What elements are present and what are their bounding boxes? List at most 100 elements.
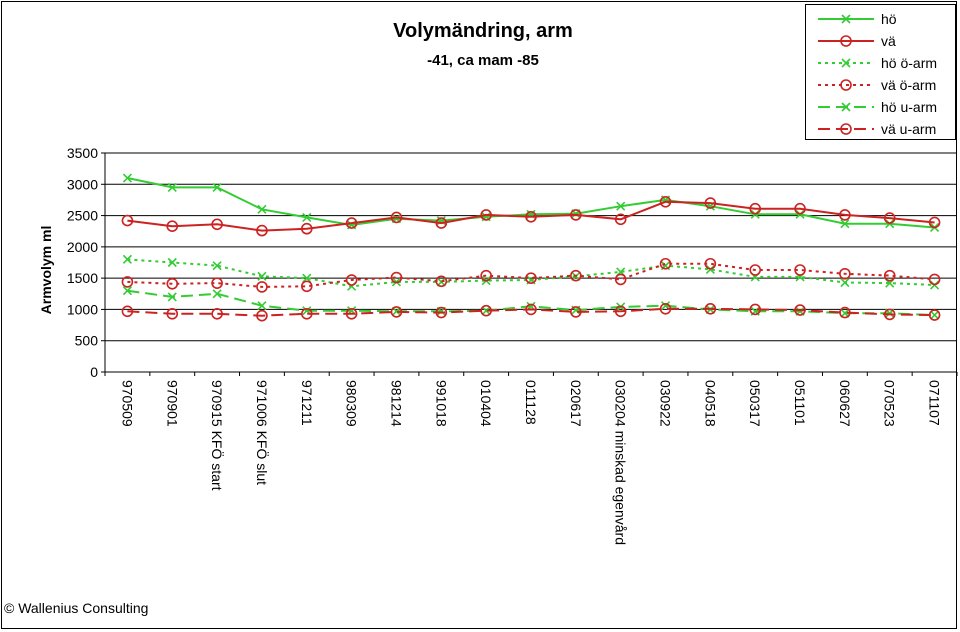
- data-point: [704, 197, 717, 209]
- data-point: [749, 264, 762, 276]
- marker-stroke: [840, 277, 850, 288]
- data-point: [390, 211, 403, 224]
- data-point: [794, 304, 806, 316]
- x-tick-label: 051101: [792, 380, 808, 426]
- x-tick-label: 050317: [747, 380, 763, 427]
- data-point: [794, 202, 806, 215]
- series-hö: [122, 173, 940, 233]
- y-tick-label: 500: [75, 333, 99, 349]
- data-point: [525, 211, 537, 223]
- legend-marker: [840, 123, 852, 135]
- marker-stroke: [930, 310, 940, 320]
- x-tick-label: 970509: [119, 380, 135, 427]
- data-point: [211, 308, 223, 320]
- x-tick-label: 991018: [433, 380, 449, 427]
- legend-label: hö u-arm: [881, 99, 938, 115]
- data-point: [616, 201, 626, 211]
- legend-marker: [840, 35, 852, 47]
- marker-stroke: [167, 292, 177, 302]
- data-point: [480, 209, 492, 221]
- data-point: [257, 271, 267, 281]
- data-point: [256, 281, 268, 293]
- marker-stroke: [841, 58, 851, 68]
- data-point: [212, 289, 222, 299]
- marker-stroke: [302, 273, 312, 283]
- data-point: [928, 309, 941, 321]
- copyright-text: © Wallenius Consulting: [4, 600, 149, 616]
- series-line: [127, 307, 935, 317]
- marker-stroke: [660, 301, 671, 311]
- data-point: [840, 219, 850, 229]
- chart-title: Volymändring, arm: [393, 20, 573, 42]
- data-point: [121, 305, 134, 318]
- data-point: [302, 212, 312, 223]
- marker-stroke: [212, 182, 222, 192]
- x-tick-label: 970915 KFÖ start: [209, 380, 226, 491]
- data-point: [212, 182, 222, 192]
- y-tick-label: 1000: [67, 301, 98, 317]
- x-tick-label: 011128: [523, 380, 539, 425]
- data-point: [614, 305, 627, 318]
- marker-stroke: [122, 286, 132, 296]
- data-point: [839, 209, 851, 221]
- legend: hö vä hö ö-arm vä ö-arm hö u-arm vä u-ar…: [805, 4, 956, 140]
- x-tick-label: 071107: [927, 380, 943, 426]
- marker-stroke: [302, 212, 312, 223]
- data-point: [121, 276, 134, 288]
- marker-stroke: [167, 182, 177, 192]
- series-vä: [121, 196, 941, 237]
- legend-item-hö-ö-arm: hö ö-arm: [806, 53, 957, 73]
- marker-stroke: [167, 257, 177, 268]
- data-point: [570, 209, 582, 221]
- y-tick-label: 3500: [67, 145, 98, 161]
- data-point: [122, 254, 132, 264]
- data-point: [749, 202, 762, 215]
- legend-swatch-vä-u-arm: [818, 123, 874, 135]
- data-point: [345, 274, 358, 286]
- data-point: [435, 306, 448, 319]
- x-tick-label: 970901: [164, 380, 180, 427]
- y-tick-label: 2000: [67, 239, 98, 255]
- data-point: [121, 214, 134, 227]
- data-point: [390, 306, 403, 318]
- y-tick-label: 1500: [67, 270, 98, 286]
- data-point: [300, 280, 313, 293]
- marker-stroke: [122, 254, 132, 264]
- data-point: [839, 267, 851, 280]
- x-tick-label: 971211: [299, 380, 315, 426]
- x-tick-label: 981214: [388, 380, 404, 427]
- data-point: [211, 277, 223, 289]
- data-point: [570, 269, 582, 282]
- x-tick-label: 971006 KFÖ slut: [254, 380, 271, 485]
- series-vä-ö-arm: [121, 257, 941, 293]
- legend-label: vä ö-arm: [881, 77, 937, 93]
- y-tick-label: 2500: [67, 208, 98, 224]
- data-point: [166, 220, 179, 233]
- data-point: [704, 257, 717, 270]
- legend-marker: [841, 102, 851, 112]
- marker-stroke: [841, 102, 851, 112]
- legend-swatch-hö-ö-arm: [818, 58, 874, 68]
- legend-item-vä: vä: [806, 31, 957, 51]
- data-point: [480, 269, 492, 282]
- data-point: [659, 303, 672, 315]
- data-point: [166, 277, 179, 290]
- data-point: [300, 308, 313, 320]
- data-point: [614, 273, 627, 286]
- legend-item-hö: hö: [806, 9, 957, 29]
- data-point: [167, 257, 177, 268]
- data-point: [570, 306, 582, 318]
- marker-stroke: [212, 289, 222, 299]
- data-point: [257, 204, 267, 214]
- data-point: [481, 306, 491, 316]
- data-point: [122, 286, 132, 296]
- legend-item-vä-u-arm: vä u-arm: [806, 119, 957, 139]
- data-point: [704, 303, 717, 315]
- data-point: [749, 303, 762, 316]
- data-point: [659, 196, 672, 208]
- marker-stroke: [481, 306, 491, 316]
- series-vä-u-arm: [121, 303, 941, 322]
